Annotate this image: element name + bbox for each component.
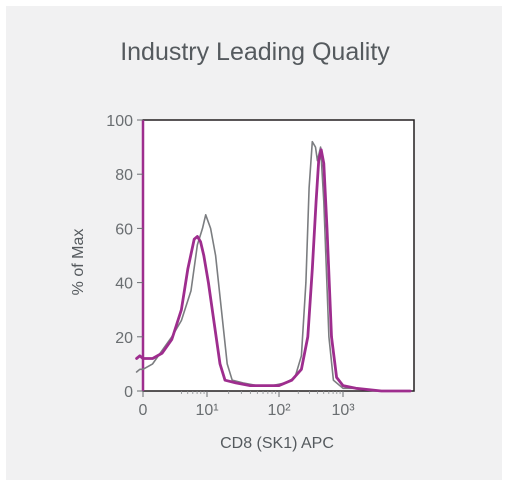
x-axis-label: CD8 (SK1) APC bbox=[220, 435, 334, 452]
chart-title: Industry Leading Quality bbox=[120, 38, 390, 66]
x-minor-ticks bbox=[181, 391, 341, 394]
x-tick-label: 10³ bbox=[331, 402, 355, 419]
x-ticks: 0 10¹ 10² 10³ bbox=[139, 391, 355, 419]
y-axis-label: % of Max bbox=[70, 229, 87, 296]
y-tick-label: 80 bbox=[115, 167, 133, 184]
y-ticks: 0 20 40 60 80 100 bbox=[106, 113, 143, 401]
y-tick-label: 40 bbox=[115, 276, 133, 293]
y-tick-label: 60 bbox=[115, 221, 133, 238]
y-tick-label: 0 bbox=[124, 384, 133, 401]
x-tick-label: 10¹ bbox=[195, 402, 218, 419]
series-group bbox=[135, 140, 412, 393]
x-tick-label: 10² bbox=[267, 402, 291, 419]
x-tick-label: 0 bbox=[139, 402, 148, 419]
plot-frame bbox=[142, 119, 415, 392]
y-tick-label: 20 bbox=[115, 330, 133, 347]
series-line-2 bbox=[135, 148, 412, 393]
y-tick-label: 100 bbox=[106, 113, 133, 130]
